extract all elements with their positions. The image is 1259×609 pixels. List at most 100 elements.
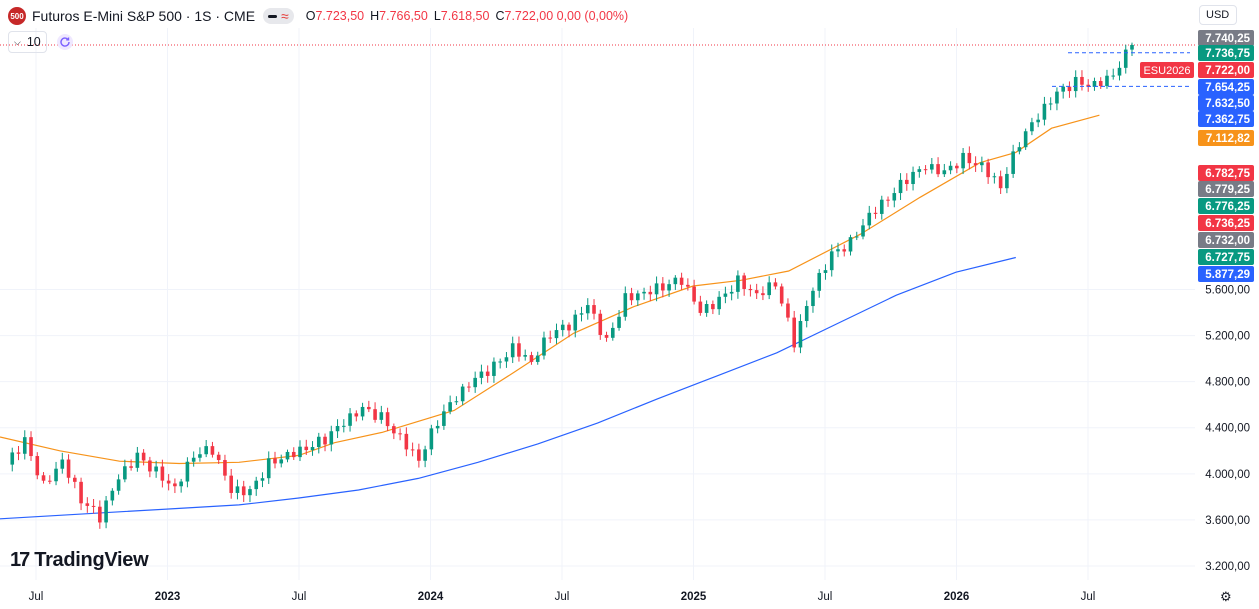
candle-body [792, 317, 796, 348]
candle-body [148, 460, 152, 472]
candle-body [485, 371, 490, 376]
price-badge [1198, 198, 1254, 214]
candle-body [517, 343, 521, 357]
candle-body [429, 428, 434, 450]
price-badge [1198, 249, 1254, 265]
candle-body [173, 483, 177, 487]
candle-body [942, 170, 947, 175]
price-badge-label: 6.779,25 [1205, 184, 1250, 196]
currency-selector[interactable]: USD [1199, 5, 1237, 25]
candle-body [879, 199, 884, 214]
indicator-toggle-pill[interactable]: ≈ [263, 8, 294, 24]
candle-body [986, 162, 990, 178]
candle-body [454, 401, 459, 403]
candle-body [448, 402, 452, 412]
candle-body [761, 293, 765, 296]
candle-body [191, 457, 196, 462]
candle-body [567, 324, 571, 331]
contract-badge-label: ESU2026 [1143, 65, 1190, 77]
candle-body [1117, 67, 1122, 76]
x-axis-tick-label: 2025 [681, 591, 707, 603]
candle-body [367, 406, 371, 410]
price-badge [1198, 30, 1254, 46]
price-badge-label: 7.740,25 [1205, 33, 1250, 45]
candle-body [585, 305, 590, 314]
candle-body [10, 452, 15, 465]
candle-body [291, 451, 296, 458]
price-badge [1198, 215, 1254, 231]
candle-body [442, 411, 446, 426]
symbol-logo[interactable]: 500 [8, 7, 26, 25]
candle-body [867, 212, 872, 226]
candle-body [79, 481, 83, 504]
candle-body [823, 270, 828, 273]
candle-body [1073, 76, 1078, 92]
candle-body [1055, 91, 1059, 104]
candle-body [279, 459, 284, 464]
candle-body [216, 454, 221, 461]
refresh-icon[interactable] [56, 34, 73, 50]
price-badge-label: 7.736,75 [1205, 48, 1250, 60]
volume-label: 10 [26, 35, 41, 49]
ohlc-high-value: 7.766,50 [379, 9, 428, 23]
candle-body [1098, 80, 1103, 87]
candle-body [229, 475, 233, 493]
volume-selector[interactable]: ⌵ 10 [8, 31, 47, 53]
price-badge-label: 6.732,00 [1205, 235, 1250, 247]
candle-body [811, 290, 815, 307]
candle-body [786, 303, 790, 318]
moving-average-line [0, 114, 1100, 465]
candle-body [779, 286, 784, 304]
candle-body [260, 478, 265, 481]
candle-body [698, 301, 703, 313]
candle-body [905, 179, 909, 185]
candle-body [1067, 86, 1072, 92]
symbol-logo-text: 500 [10, 11, 24, 21]
candle-body [435, 425, 440, 429]
candle-body [848, 237, 853, 252]
candle-body [160, 466, 165, 481]
tradingview-logo[interactable]: 17 TradingView [10, 549, 149, 572]
candle-body [410, 449, 415, 451]
candle-body [460, 386, 465, 402]
ohlc-high: H7.766,50 [370, 9, 428, 23]
price-badge [1198, 165, 1254, 181]
price-badge-label: 7.632,50 [1205, 98, 1250, 110]
symbol-title[interactable]: Futuros E-Mini S&P 500 · 1S · CME [32, 8, 256, 24]
candle-body [748, 288, 753, 291]
price-badge [1198, 232, 1254, 248]
ohlc-open-key: O [305, 9, 316, 23]
volume-row: ⌵ 10 [8, 31, 73, 53]
candle-body [636, 293, 640, 301]
candle-body [604, 334, 609, 338]
settings-icon[interactable]: ⚙ [1220, 589, 1232, 604]
candle-body [335, 425, 340, 432]
minus-icon [268, 14, 278, 18]
chart-header: 500 Futuros E-Mini S&P 500 · 1S · CME ≈ … [8, 6, 634, 26]
ohlc-low-value: 7.618,50 [440, 9, 490, 23]
candle-body [66, 459, 71, 478]
candle-body [930, 164, 934, 170]
candle-body [923, 169, 928, 171]
price-badge [1198, 79, 1254, 95]
candle-body [1130, 44, 1134, 50]
candle-body [1123, 49, 1128, 68]
candle-body [548, 337, 553, 339]
candle-body [980, 162, 984, 166]
candle-body [16, 452, 21, 454]
candle-body [116, 479, 121, 491]
candle-body [961, 152, 965, 169]
candle-body [185, 461, 190, 482]
candle-body [717, 296, 721, 310]
price-badge [1198, 95, 1254, 111]
candle-body [723, 293, 728, 297]
candle-body [911, 171, 915, 185]
candle-body [223, 460, 227, 476]
price-badge-label: 7.722,00 [1205, 65, 1250, 77]
contract-badge[interactable] [1140, 62, 1194, 78]
candle-body [642, 291, 646, 294]
candle-body [861, 225, 865, 237]
candle-body [385, 412, 390, 427]
candle-body [1036, 119, 1040, 123]
